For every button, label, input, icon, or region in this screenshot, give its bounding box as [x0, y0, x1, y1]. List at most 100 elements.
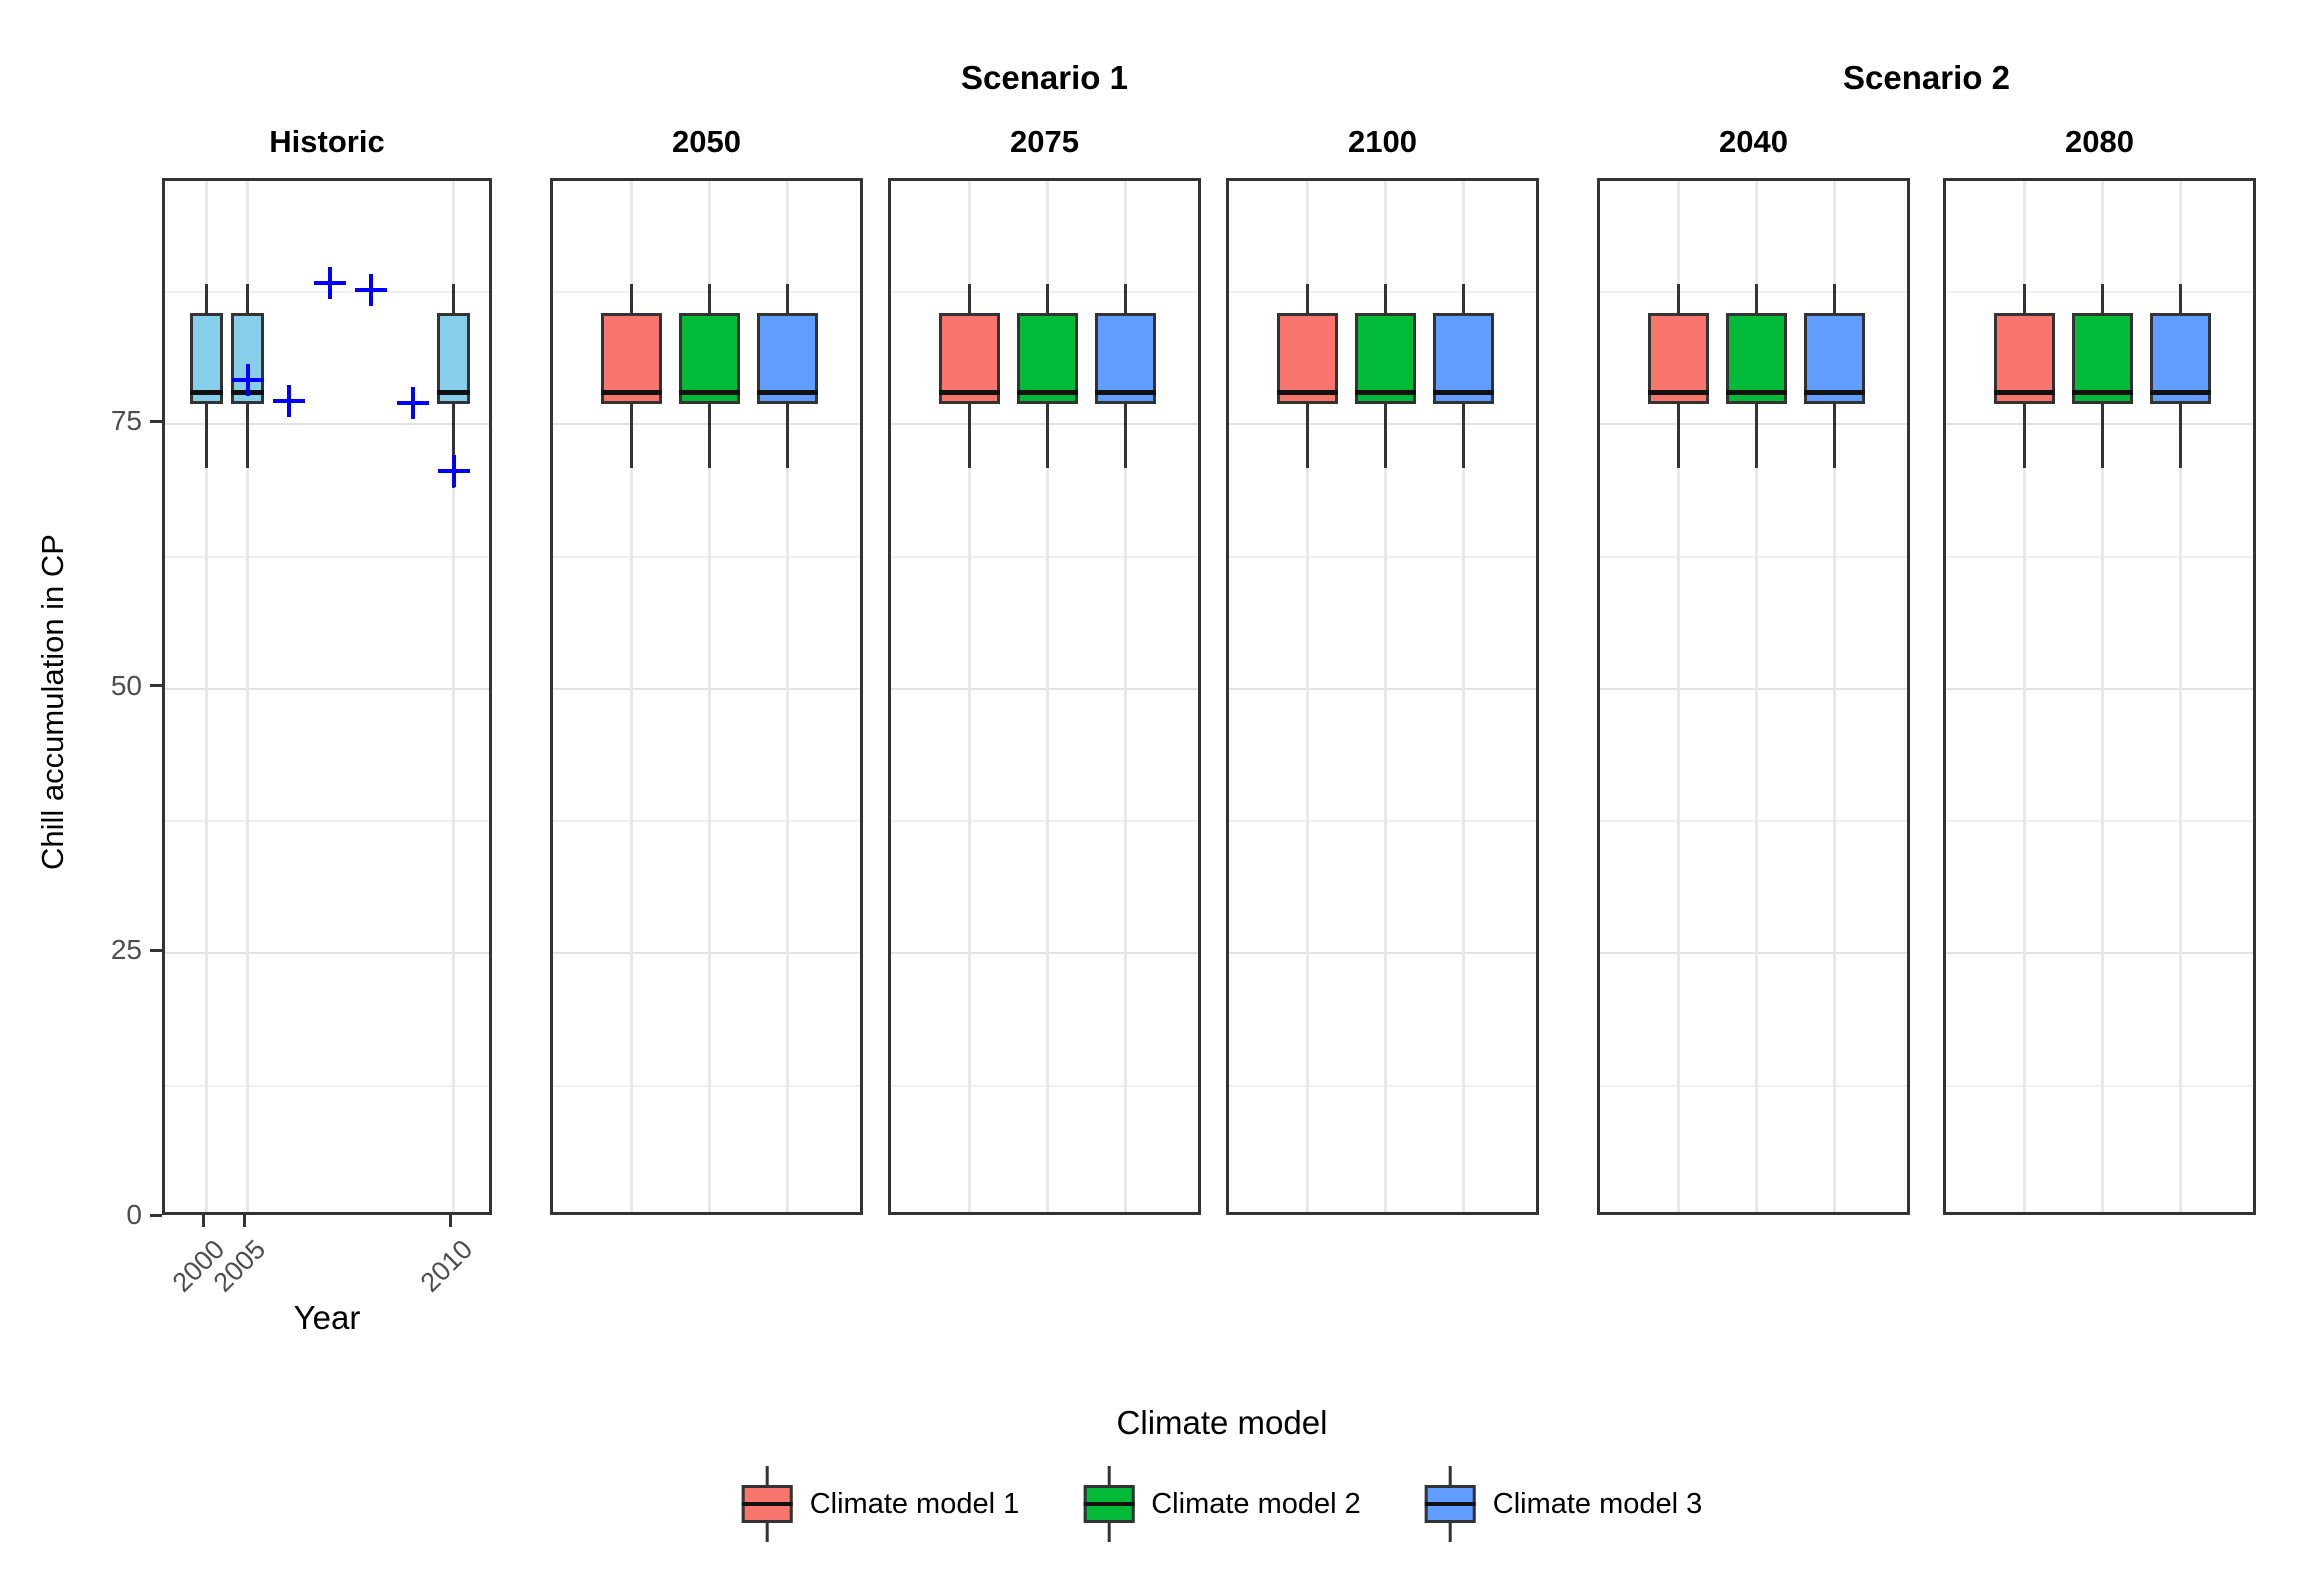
- x-axis-tick-label: 2010: [414, 1234, 478, 1298]
- gridline-minor-h: [553, 820, 860, 823]
- gridline-major-v: [1755, 181, 1758, 1212]
- panel-title: 2100: [1348, 124, 1417, 159]
- panel-2040: [1597, 178, 1910, 1215]
- boxplot-median: [1804, 390, 1866, 396]
- y-axis-tick-label: 0: [126, 1199, 142, 1230]
- gridline-major-v: [246, 181, 249, 1212]
- gridline-major-v: [967, 181, 971, 1212]
- gridline-minor-h: [1946, 1084, 2253, 1087]
- boxplot-box: [2072, 313, 2133, 405]
- gridline-major-h: [1600, 952, 1907, 955]
- boxplot-median: [757, 390, 819, 396]
- gridline-major-h: [1229, 952, 1536, 955]
- boxplot-box: [1433, 313, 1495, 405]
- boxplot-median: [437, 390, 471, 396]
- gridline-minor-h: [1229, 1084, 1536, 1087]
- gridline-minor-h: [891, 555, 1198, 558]
- gridline-minor-h: [891, 820, 1198, 823]
- boxplot-box: [189, 313, 223, 405]
- boxplot-box: [1993, 313, 2055, 405]
- boxplot-median: [1355, 390, 1416, 396]
- point-cross-icon: [286, 385, 291, 418]
- x-axis-title: Year: [293, 1299, 361, 1336]
- panel-2050: [550, 178, 863, 1215]
- gridline-minor-h: [1229, 820, 1536, 823]
- panel-title: 2075: [1010, 124, 1079, 159]
- boxplot-box: [1804, 313, 1866, 405]
- legend-items: Climate model 1 Climate model 2 Climate mo…: [741, 1466, 1703, 1542]
- gridline-major-h: [165, 952, 489, 955]
- legend-item-label: Climate model 1: [809, 1487, 1020, 1520]
- y-axis-tick: [150, 1213, 162, 1217]
- boxplot-box: [2150, 313, 2212, 405]
- gridline-major-v: [629, 181, 633, 1212]
- legend-key-boxplot-icon: [1424, 1466, 1476, 1542]
- gridline-minor-h: [165, 555, 489, 558]
- legend-key-median: [741, 1502, 793, 1506]
- gridline-minor-h: [165, 820, 489, 823]
- gridline-minor-h: [1946, 291, 2253, 294]
- gridline-minor-h: [1229, 291, 1536, 294]
- x-axis-tick: [201, 1215, 205, 1227]
- gridline-major-h: [1600, 423, 1907, 426]
- boxplot-median: [2072, 390, 2133, 396]
- panel-title: 2040: [1719, 124, 1788, 159]
- gridline-major-v: [1124, 181, 1128, 1212]
- gridline-major-v: [1046, 181, 1049, 1212]
- point-cross-icon: [369, 273, 374, 306]
- boxplot-box: [1095, 313, 1157, 405]
- gridline-minor-h: [1600, 555, 1907, 558]
- gridline-minor-h: [1600, 1084, 1907, 1087]
- legend-item-label: Climate model 2: [1151, 1487, 1361, 1520]
- legend-item-label: Climate model 3: [1492, 1487, 1703, 1520]
- boxplot-median: [2150, 390, 2212, 396]
- x-axis-tick: [449, 1215, 453, 1227]
- legend-key-median: [1083, 1502, 1135, 1506]
- panel-title: Historic: [269, 124, 385, 159]
- gridline-major-v: [452, 181, 456, 1212]
- x-axis-tick: [243, 1215, 246, 1227]
- gridline-minor-h: [553, 1084, 860, 1087]
- y-axis-tick: [150, 684, 162, 688]
- legend-item: Climate model 2: [1083, 1466, 1361, 1542]
- boxplot-box: [437, 313, 471, 405]
- legend: Climate model Climate model 1 Climate mod…: [741, 1404, 1703, 1542]
- legend-key-boxplot-icon: [1083, 1466, 1135, 1542]
- gridline-major-h: [553, 952, 860, 955]
- gridline-minor-h: [553, 291, 860, 294]
- point-cross-icon: [245, 363, 250, 396]
- gridline-minor-h: [1946, 820, 2253, 823]
- gridline-major-h: [891, 423, 1198, 426]
- y-axis-tick: [150, 948, 162, 952]
- gridline-minor-h: [891, 291, 1198, 294]
- boxplot-box: [600, 313, 662, 405]
- boxplot-box: [1355, 313, 1416, 405]
- boxplot-median: [1095, 390, 1157, 396]
- gridline-major-h: [553, 687, 860, 690]
- boxplot-median: [189, 390, 223, 396]
- gridline-minor-h: [1600, 820, 1907, 823]
- y-axis-tick-label: 75: [110, 405, 142, 437]
- gridline-minor-h: [1600, 291, 1907, 294]
- gridline-major-v: [1305, 181, 1309, 1212]
- boxplot-median: [1647, 390, 1709, 396]
- gridline-major-h: [165, 687, 489, 690]
- gridline-minor-h: [1229, 555, 1536, 558]
- panel-2075: [888, 178, 1201, 1215]
- gridline-major-h: [891, 952, 1198, 955]
- panel-2080: [1943, 178, 2256, 1215]
- legend-title: Climate model: [1116, 1404, 1328, 1441]
- gridline-major-v: [1833, 181, 1837, 1212]
- legend-key-boxplot-icon: [741, 1466, 793, 1542]
- gridline-minor-h: [1946, 555, 2253, 558]
- gridline-major-v: [2022, 181, 2026, 1212]
- y-axis-tick-label: 50: [110, 669, 142, 701]
- panel-2100: [1226, 178, 1539, 1215]
- legend-item: Climate model 3: [1424, 1466, 1703, 1542]
- gridline-major-v: [2179, 181, 2183, 1212]
- legend-key-median: [1424, 1502, 1476, 1506]
- gridline-major-v: [2101, 181, 2104, 1212]
- gridline-major-h: [891, 687, 1198, 690]
- gridline-minor-h: [891, 1084, 1198, 1087]
- boxplot-median: [679, 390, 740, 396]
